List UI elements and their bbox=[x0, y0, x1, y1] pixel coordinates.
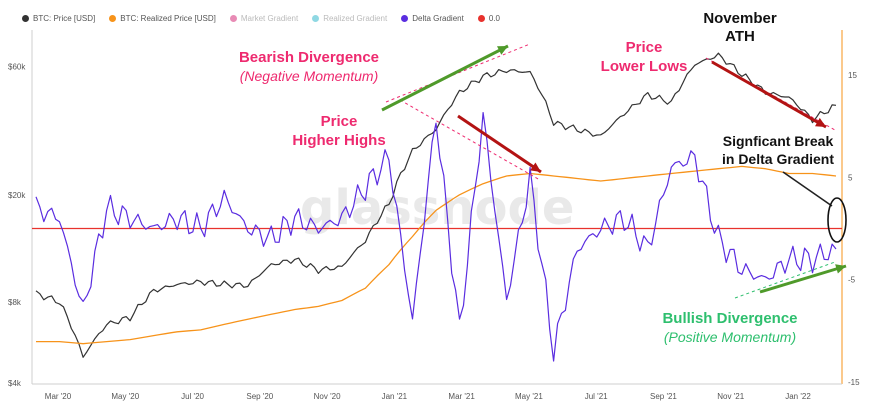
lower-lows-red-arrow bbox=[711, 60, 827, 129]
legend-item[interactable]: 0.0 bbox=[477, 13, 500, 23]
x-tick-label: Mar '21 bbox=[448, 392, 475, 401]
bearish-divergence-subtitle: (Negative Momentum) bbox=[239, 68, 379, 84]
x-tick-label: Nov '21 bbox=[717, 392, 744, 401]
x-tick-label: May '21 bbox=[515, 392, 543, 401]
lower-lows-label: Price Lower Lows bbox=[588, 38, 700, 76]
bullish-guide bbox=[734, 261, 836, 299]
realized-price-line bbox=[36, 165, 837, 345]
y-left-tick-label: $20k bbox=[8, 191, 26, 200]
x-tick-label: Mar '20 bbox=[45, 392, 72, 401]
x-tick-label: May '20 bbox=[111, 392, 139, 401]
lower-lows-line-2: Lower Lows bbox=[600, 58, 688, 75]
x-tick-label: Jul '20 bbox=[181, 392, 204, 401]
x-tick-label: Nov '20 bbox=[314, 392, 341, 401]
y-right-tick-label: -15 bbox=[848, 378, 860, 387]
legend-dot-icon bbox=[401, 14, 409, 22]
btc-price-line bbox=[35, 52, 837, 358]
chart-legend: BTC: Price [USD] BTC: Realized Price [USD… bbox=[22, 10, 500, 26]
bearish-price-guide bbox=[385, 43, 531, 103]
legend-dot-icon bbox=[22, 14, 29, 22]
watermark-logo: glassnode bbox=[300, 180, 574, 236]
y-left-tick-label: $60k bbox=[8, 62, 26, 71]
y-left-tick-label: $8k bbox=[8, 298, 22, 307]
november-ath-label: November ATH bbox=[692, 10, 788, 46]
y-right-tick-label: 15 bbox=[848, 71, 857, 80]
delta-gradient-line bbox=[35, 112, 837, 362]
delta-break-line-1: Signficant Break bbox=[722, 133, 834, 149]
legend-dot-icon bbox=[109, 14, 117, 22]
legend-label: BTC: Price [USD] bbox=[33, 13, 96, 23]
legend-label: Realized Gradient bbox=[323, 13, 388, 23]
delta-break-line-2: in Delta Gradient bbox=[721, 151, 835, 167]
bearish-green-arrow bbox=[381, 44, 509, 112]
bullish-divergence-label: Bullish Divergence (Positive Momentum) bbox=[640, 309, 820, 347]
bullish-green-arrow bbox=[759, 264, 847, 294]
higher-highs-line-1: Price bbox=[320, 113, 358, 130]
y-left-tick-label: $4k bbox=[8, 379, 22, 388]
delta-break-label: Signficant Break in Delta Gradient bbox=[708, 132, 848, 168]
legend-dot-icon bbox=[477, 14, 485, 22]
legend-dot-icon bbox=[229, 14, 237, 22]
break-highlight-ellipse bbox=[827, 197, 847, 243]
bearish-divergence-label: Bearish Divergence (Negative Momentum) bbox=[218, 48, 400, 86]
higher-highs-red-arrow bbox=[457, 114, 542, 174]
legend-item[interactable]: BTC: Price [USD] bbox=[22, 14, 95, 23]
x-tick-label: Jan '22 bbox=[785, 392, 811, 401]
lower-lows-line-1: Price bbox=[625, 39, 663, 56]
bullish-divergence-title: Bullish Divergence bbox=[662, 310, 798, 327]
higher-highs-red-arrow-head bbox=[530, 162, 541, 172]
y-right-tick-label: 5 bbox=[848, 173, 853, 182]
legend-label: Market Gradient bbox=[240, 13, 299, 23]
bearish-delta-guide bbox=[399, 99, 541, 181]
legend-label: Delta Gradient bbox=[412, 13, 464, 23]
legend-item[interactable]: Realized Gradient bbox=[312, 14, 387, 23]
legend-item[interactable]: Delta Gradient bbox=[401, 14, 464, 23]
bearish-divergence-title: Bearish Divergence bbox=[238, 49, 380, 66]
higher-highs-line-2: Higher Highs bbox=[292, 132, 386, 149]
bullish-green-arrow-head bbox=[835, 264, 846, 274]
break-connector-line bbox=[782, 171, 833, 207]
x-tick-label: Jan '21 bbox=[382, 392, 408, 401]
november-ath-line-2: ATH bbox=[725, 28, 755, 45]
legend-item[interactable]: BTC: Realized Price [USD] bbox=[109, 14, 216, 23]
november-ath-line-1: November bbox=[703, 10, 777, 27]
legend-dot-icon bbox=[312, 14, 320, 22]
y-right-tick-label: -5 bbox=[848, 276, 856, 285]
bearish-green-arrow-head bbox=[497, 46, 508, 55]
legend-label: 0.0 bbox=[488, 13, 500, 23]
x-tick-label: Sep '20 bbox=[246, 392, 273, 401]
lower-lows-red-arrow-head bbox=[815, 117, 826, 127]
higher-highs-label: Price Higher Highs bbox=[280, 112, 398, 150]
legend-item[interactable]: Market Gradient bbox=[229, 13, 299, 23]
bullish-divergence-subtitle: (Positive Momentum) bbox=[663, 329, 797, 345]
legend-label: BTC: Realized Price [USD] bbox=[120, 13, 216, 23]
x-tick-label: Sep '21 bbox=[650, 392, 677, 401]
x-tick-label: Jul '21 bbox=[585, 392, 608, 401]
